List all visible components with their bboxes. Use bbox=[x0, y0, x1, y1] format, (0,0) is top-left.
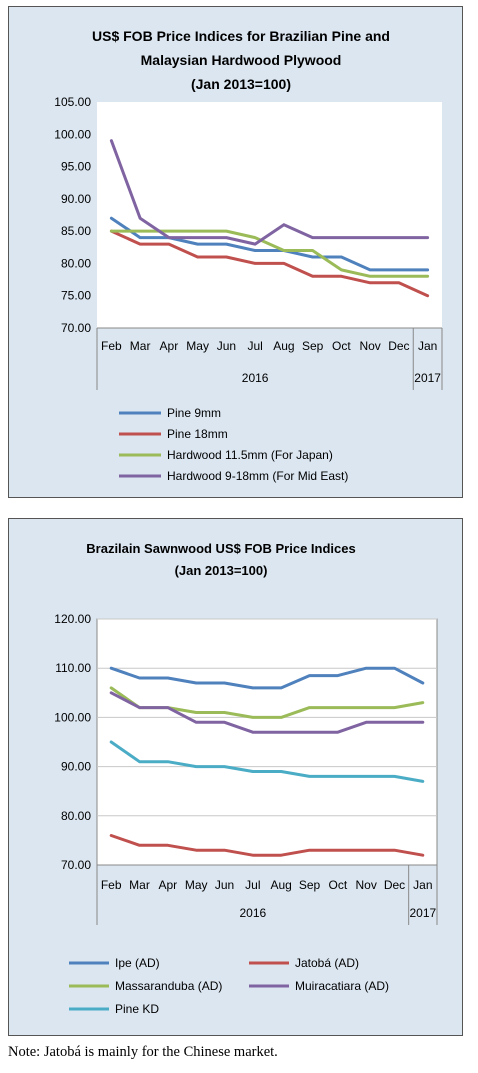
x-tick-label: Oct bbox=[332, 339, 351, 353]
series-line bbox=[109, 740, 425, 783]
plot-area bbox=[97, 102, 442, 328]
chart-title-line: US$ FOB Price Indices for Brazilian Pine… bbox=[92, 28, 390, 44]
chart-note: Note: Jatobá is mainly for the Chinese m… bbox=[8, 1044, 278, 1060]
x-tick-label: Jul bbox=[245, 878, 260, 892]
y-tick-label: 120.00 bbox=[54, 612, 91, 626]
plywood-chart-panel: US$ FOB Price Indices for Brazilian Pine… bbox=[8, 6, 463, 498]
x-tick-label: Apr bbox=[160, 339, 179, 353]
series-line bbox=[109, 834, 425, 857]
x-tick-label: Oct bbox=[328, 878, 347, 892]
x-tick-label: May bbox=[185, 878, 208, 892]
plywood-chart: US$ FOB Price Indices for Brazilian Pine… bbox=[54, 28, 443, 483]
y-tick-label: 70.00 bbox=[61, 858, 91, 872]
y-tick-label: 110.00 bbox=[55, 661, 91, 675]
x-tick-label: Jun bbox=[217, 339, 236, 353]
sawnwood-chart: Brazilain Sawnwood US$ FOB Price Indices… bbox=[54, 541, 438, 1016]
series-line bbox=[109, 229, 430, 278]
legend-label: Ipe (AD) bbox=[115, 956, 160, 970]
x-tick-label: Jan bbox=[413, 878, 432, 892]
y-tick-label: 90.00 bbox=[61, 192, 91, 206]
x-tick-label: Aug bbox=[273, 339, 294, 353]
y-tick-label: 85.00 bbox=[61, 224, 91, 238]
series-line bbox=[109, 139, 430, 246]
legend-label: Hardwood 9-18mm (For Mid East) bbox=[167, 469, 348, 483]
series-line bbox=[109, 666, 425, 690]
chart-title-line: Brazilain Sawnwood US$ FOB Price Indices bbox=[86, 541, 355, 556]
x-tick-label: Jun bbox=[215, 878, 234, 892]
x-tick-label: Apr bbox=[158, 878, 177, 892]
y-tick-label: 75.00 bbox=[61, 289, 91, 303]
x-tick-label: Dec bbox=[384, 878, 405, 892]
x-tick-label: Sep bbox=[302, 339, 324, 353]
plot-area bbox=[96, 618, 438, 866]
legend-label: Muiracatiara (AD) bbox=[295, 979, 389, 993]
legend-label: Hardwood 11.5mm (For Japan) bbox=[167, 448, 333, 462]
x-tick-label: Feb bbox=[101, 878, 122, 892]
legend-label: Massaranduba (AD) bbox=[115, 979, 222, 993]
x-tick-label: Aug bbox=[270, 878, 291, 892]
x-tick-label: Nov bbox=[359, 339, 380, 353]
x-tick-label: Jan bbox=[418, 339, 437, 353]
chart-title-line: Malaysian Hardwood Plywood bbox=[141, 52, 342, 68]
x-tick-label: Mar bbox=[129, 878, 150, 892]
year-label: 2017 bbox=[409, 906, 436, 920]
x-tick-label: Feb bbox=[101, 339, 122, 353]
x-tick-label: Sep bbox=[299, 878, 321, 892]
legend-label: Pine 9mm bbox=[167, 406, 221, 420]
series-line bbox=[109, 691, 425, 734]
x-tick-label: Nov bbox=[355, 878, 376, 892]
x-tick-label: Mar bbox=[130, 339, 151, 353]
chart-title-line: (Jan 2013=100) bbox=[175, 563, 268, 578]
legend-label: Pine KD bbox=[115, 1002, 159, 1016]
y-tick-label: 100.00 bbox=[54, 710, 91, 724]
y-tick-label: 70.00 bbox=[61, 321, 91, 335]
y-tick-label: 105.00 bbox=[54, 95, 91, 109]
series-line bbox=[109, 216, 430, 272]
x-tick-label: May bbox=[186, 339, 209, 353]
y-tick-label: 100.00 bbox=[54, 127, 91, 141]
x-tick-label: Dec bbox=[388, 339, 409, 353]
year-label: 2017 bbox=[414, 371, 441, 385]
chart-title-line: (Jan 2013=100) bbox=[191, 76, 291, 92]
year-label: 2016 bbox=[242, 371, 269, 385]
legend-label: Jatobá (AD) bbox=[295, 956, 359, 970]
legend-label: Pine 18mm bbox=[167, 427, 228, 441]
year-label: 2016 bbox=[239, 906, 266, 920]
x-tick-label: Jul bbox=[247, 339, 262, 353]
y-tick-label: 90.00 bbox=[61, 760, 91, 774]
series-line bbox=[109, 229, 430, 298]
y-tick-label: 95.00 bbox=[61, 160, 91, 174]
y-tick-label: 80.00 bbox=[61, 809, 91, 823]
y-tick-label: 80.00 bbox=[61, 256, 91, 270]
sawnwood-chart-panel: Brazilain Sawnwood US$ FOB Price Indices… bbox=[8, 518, 463, 1036]
